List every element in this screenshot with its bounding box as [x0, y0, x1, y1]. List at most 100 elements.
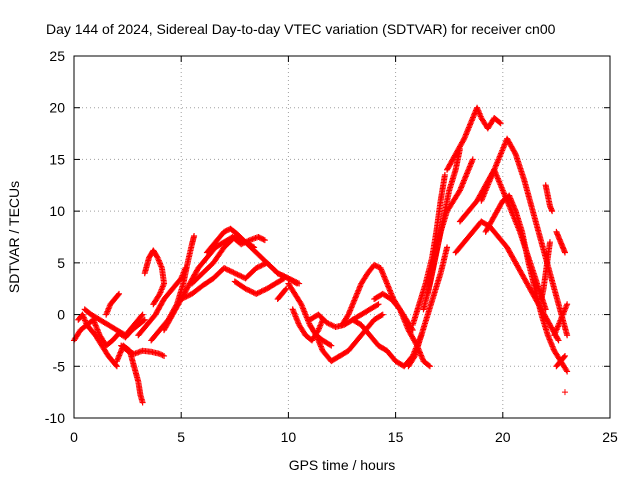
data-point: [191, 232, 198, 239]
data-point: [151, 299, 158, 306]
data-point: [260, 236, 267, 243]
y-tick-label: 15: [49, 151, 65, 167]
x-tick-label: 0: [70, 429, 78, 445]
data-point: [283, 285, 290, 292]
data-point: [257, 263, 264, 270]
series-arc-7: [141, 247, 168, 308]
data-points: [71, 104, 571, 406]
data-point: [245, 287, 252, 294]
data-point: [554, 336, 561, 343]
data-point: [249, 288, 256, 295]
data-point: [184, 292, 191, 299]
data-point: [276, 270, 283, 277]
data-point: [246, 287, 253, 294]
data-point: [141, 316, 148, 323]
axis-ticks: 0 5 10 15 20 25 -10 -5 0 5 10 15 20 25: [45, 48, 618, 445]
x-tick-label: 10: [281, 429, 297, 445]
data-point: [279, 276, 286, 283]
data-point: [229, 268, 236, 275]
data-point: [555, 337, 562, 344]
data-point: [561, 389, 568, 396]
data-point: [564, 368, 571, 375]
series-arc-13: [203, 225, 258, 256]
data-point: [153, 253, 160, 260]
data-point: [281, 275, 288, 282]
data-point: [186, 292, 193, 299]
data-point: [235, 272, 242, 279]
data-point: [233, 270, 240, 277]
data-point: [249, 243, 256, 250]
series-arc-27: [444, 104, 504, 173]
data-point: [139, 311, 146, 318]
x-tick-label: 20: [495, 429, 511, 445]
series-arc-2: [75, 311, 120, 370]
data-point: [251, 244, 258, 251]
series-arc-36: [553, 352, 568, 370]
data-point: [425, 362, 432, 369]
data-point: [546, 239, 553, 246]
series-arc-37: [561, 389, 568, 396]
data-point: [456, 188, 463, 195]
data-point: [312, 330, 319, 337]
data-point: [561, 353, 568, 360]
data-point: [444, 244, 451, 251]
data-point: [496, 119, 503, 126]
data-point: [542, 306, 549, 313]
series-arc-8: [135, 265, 189, 339]
data-point: [242, 285, 249, 292]
y-tick-label: 5: [57, 255, 65, 271]
data-point: [259, 287, 266, 294]
data-point: [225, 266, 232, 273]
y-axis-label: SDTVAR / TECUs: [6, 181, 22, 293]
data-point: [258, 262, 265, 269]
series-arc-32: [542, 182, 556, 215]
y-tick-label: -5: [53, 358, 66, 374]
data-point: [261, 287, 268, 294]
data-point: [113, 363, 120, 370]
data-point: [441, 171, 448, 178]
chart-title: Day 144 of 2024, Sidereal Day-to-day VTE…: [46, 21, 556, 37]
data-point: [231, 270, 238, 277]
data-point: [293, 280, 300, 287]
data-point: [238, 273, 245, 280]
data-point: [564, 301, 571, 308]
grid: [74, 56, 610, 418]
data-point: [411, 354, 418, 361]
data-point: [182, 294, 189, 301]
data-point: [247, 288, 254, 295]
data-point: [226, 267, 233, 274]
data-point: [261, 237, 268, 244]
data-point: [255, 263, 262, 270]
data-point: [344, 312, 351, 319]
x-tick-label: 5: [177, 429, 185, 445]
data-point: [221, 265, 228, 272]
series-arc-33: [553, 228, 568, 256]
data-point: [140, 317, 147, 324]
data-point: [327, 341, 334, 348]
data-point: [292, 279, 299, 286]
data-point: [259, 261, 266, 268]
data-point: [138, 312, 145, 319]
data-point: [116, 290, 123, 297]
data-point: [178, 296, 185, 303]
data-point: [549, 208, 556, 215]
series-arc-15: [274, 285, 290, 303]
data-point: [469, 156, 476, 163]
data-point: [243, 286, 250, 293]
data-point: [564, 332, 571, 339]
data-point: [379, 311, 386, 318]
series-arc-34: [538, 239, 553, 303]
data-point: [161, 352, 168, 359]
data-point: [253, 265, 260, 272]
data-point: [257, 288, 264, 295]
data-point: [497, 120, 504, 127]
data-point: [222, 265, 229, 272]
data-point: [511, 149, 518, 156]
series-arc-26: [424, 156, 476, 297]
series-arc-6: [118, 342, 168, 359]
y-tick-label: 0: [57, 307, 65, 323]
data-point: [253, 290, 260, 297]
data-point: [250, 289, 257, 296]
series-arc-3: [81, 306, 146, 339]
